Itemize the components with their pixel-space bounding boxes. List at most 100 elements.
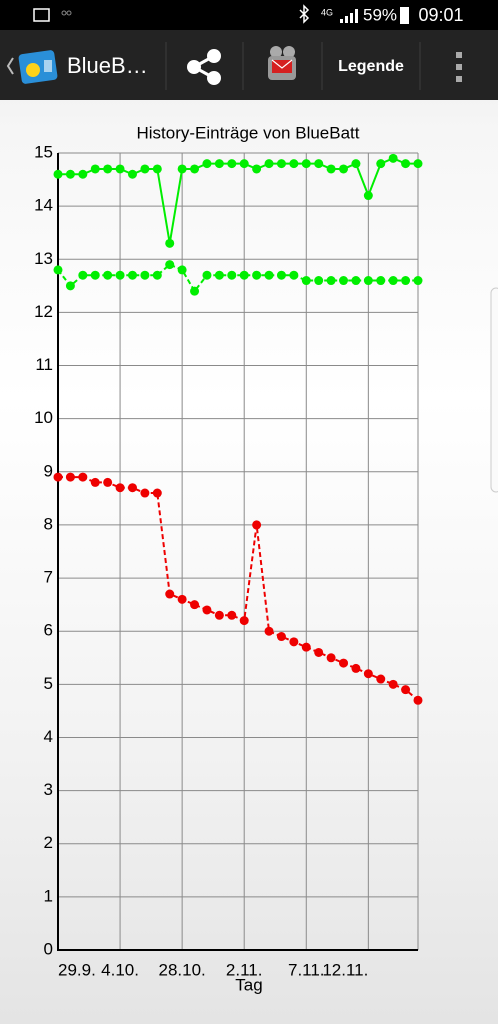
data-point (227, 159, 237, 169)
data-point (214, 159, 224, 169)
data-point (351, 159, 361, 169)
y-tick-label: 9 (44, 461, 53, 480)
data-point (177, 164, 187, 174)
data-point (227, 610, 237, 620)
data-point (301, 642, 311, 652)
app-title: BlueB… (67, 53, 148, 78)
signal-icon (340, 9, 358, 23)
share-button[interactable] (187, 49, 221, 85)
data-point (115, 483, 125, 493)
data-point (177, 594, 187, 604)
data-point (339, 276, 349, 286)
data-point (326, 164, 336, 174)
y-tick-label: 8 (44, 514, 53, 533)
data-point (90, 270, 100, 280)
data-point (388, 679, 398, 689)
data-point (401, 159, 411, 169)
data-point (388, 276, 398, 286)
data-point (388, 153, 398, 163)
y-tick-label: 6 (44, 621, 53, 640)
x-tick-label: 28.10. (159, 960, 206, 979)
data-point (140, 488, 150, 498)
y-tick-label: 5 (44, 674, 53, 693)
x-axis-title: Tag (235, 975, 262, 994)
data-point (127, 483, 137, 493)
series-line (57, 263, 418, 293)
data-point (376, 159, 386, 169)
notification-icon (61, 10, 67, 16)
data-point (239, 270, 249, 280)
data-point (339, 164, 349, 174)
data-point (103, 477, 113, 487)
data-point (314, 159, 324, 169)
scroll-handle[interactable] (490, 287, 498, 493)
data-point (165, 238, 175, 248)
data-point (53, 169, 63, 179)
data-point (363, 276, 373, 286)
series-line (58, 157, 418, 244)
data-point (413, 695, 423, 705)
data-point (90, 164, 100, 174)
y-tick-label: 14 (34, 196, 53, 215)
y-tick-label: 1 (44, 886, 53, 905)
data-point (103, 270, 113, 280)
chart: History-Einträge von BlueBatt Tag 012345… (34, 123, 498, 994)
data-point (78, 270, 88, 280)
data-point (90, 477, 100, 487)
data-point (65, 169, 75, 179)
data-point (78, 472, 88, 482)
data-point (326, 276, 336, 286)
data-point (190, 600, 200, 610)
data-point (152, 488, 162, 498)
y-tick-label: 12 (34, 302, 53, 321)
data-point (264, 626, 274, 636)
data-point (65, 281, 75, 291)
x-tick-label: 4.10. (101, 960, 139, 979)
data-point (152, 270, 162, 280)
clock: 09:01 (418, 5, 463, 25)
data-point (289, 637, 299, 647)
back-button[interactable] (6, 57, 14, 75)
bluetooth-icon (299, 4, 310, 24)
data-point (165, 260, 175, 270)
data-point (165, 589, 175, 599)
data-point (227, 270, 237, 280)
app-icon[interactable] (18, 50, 58, 85)
data-point (413, 159, 423, 169)
x-tick-label: 7.11. (288, 960, 325, 979)
data-point (239, 616, 249, 626)
notification-icon (66, 10, 72, 16)
data-point (413, 276, 423, 286)
mail-robot-button[interactable] (268, 46, 296, 80)
data-point (190, 286, 200, 296)
y-tick-label: 7 (44, 568, 53, 587)
y-tick-label: 4 (44, 727, 53, 746)
data-point (276, 632, 286, 642)
data-point (127, 169, 137, 179)
data-point (53, 265, 63, 275)
data-point (314, 647, 324, 657)
chart-title: History-Einträge von BlueBatt (137, 123, 360, 142)
data-point (351, 276, 361, 286)
gallery-icon (33, 8, 50, 22)
data-point (276, 159, 286, 169)
data-point (289, 270, 299, 280)
y-tick-label: 15 (34, 142, 53, 161)
x-tick-label: 29.9. (58, 960, 96, 979)
data-point (376, 276, 386, 286)
data-point (115, 270, 125, 280)
data-point (376, 674, 386, 684)
battery-level: 59% (363, 5, 397, 24)
x-tick-label: 2.11. (226, 960, 263, 979)
data-point (140, 164, 150, 174)
data-point (264, 159, 274, 169)
data-point (177, 265, 187, 275)
overflow-menu[interactable] (456, 52, 462, 82)
toolbar: BlueB… Legende (0, 30, 498, 100)
series-line (58, 476, 419, 702)
status-bar: 4G 59% 09:01 (0, 0, 498, 30)
data-point (78, 169, 88, 179)
data-point (351, 663, 361, 673)
legend-button[interactable]: Legende (338, 58, 404, 75)
data-point (53, 472, 63, 482)
